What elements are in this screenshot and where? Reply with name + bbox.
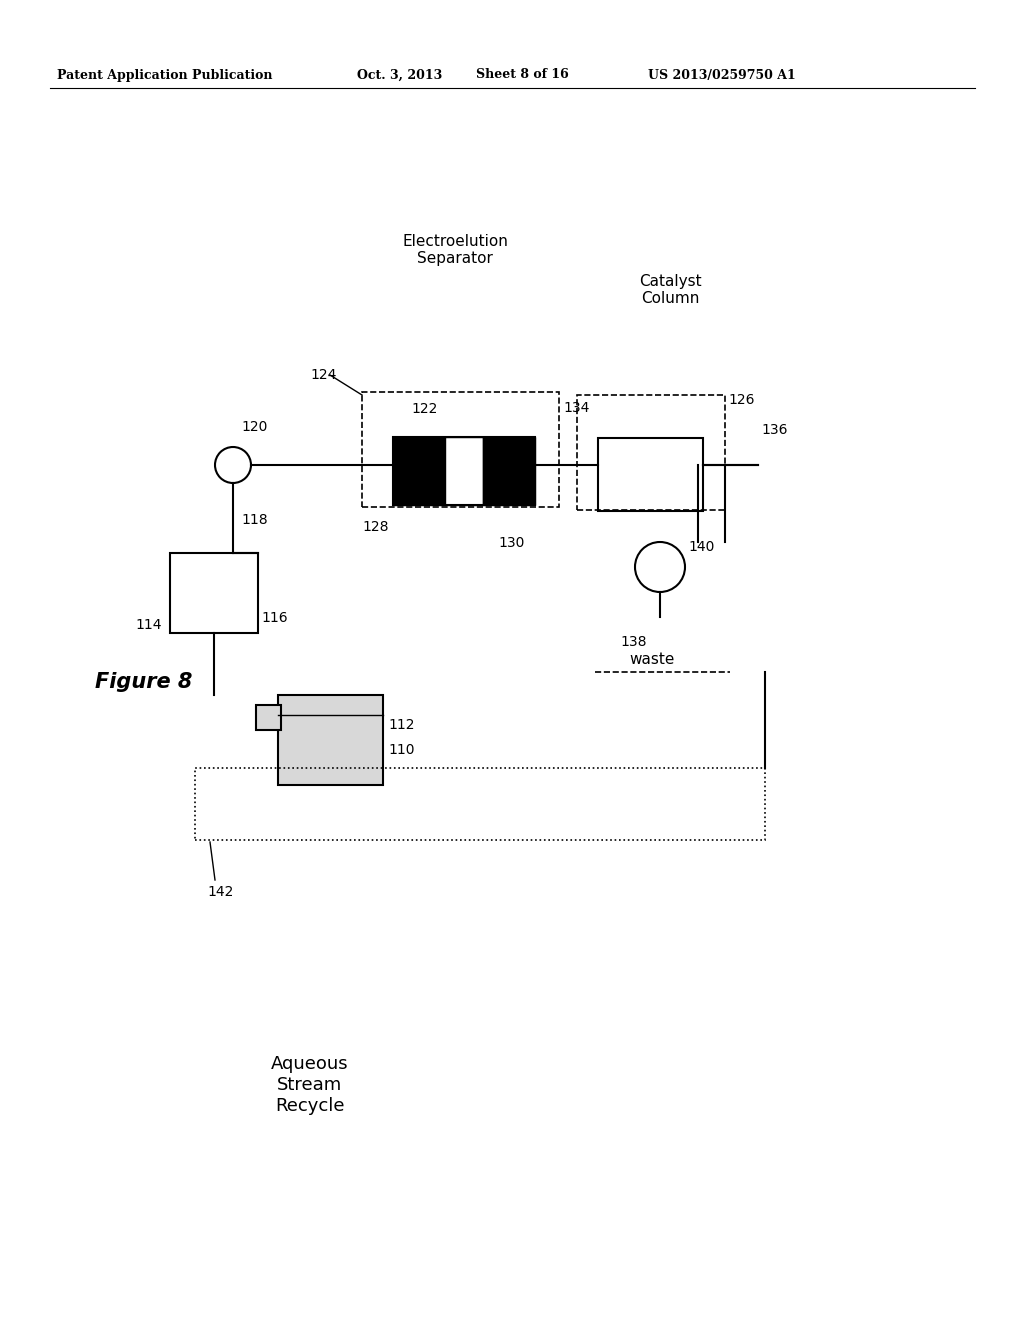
Bar (170, 553, 258, 634)
Bar (393, 437, 445, 506)
Text: Patent Application Publication: Patent Application Publication (57, 69, 272, 82)
Text: 132: 132 (498, 438, 524, 451)
Text: Catalyst
Column: Catalyst Column (639, 273, 701, 306)
Bar (278, 696, 383, 785)
Text: US 2013/0259750 A1: US 2013/0259750 A1 (648, 69, 796, 82)
Bar (362, 392, 559, 507)
Bar (577, 395, 725, 510)
Text: 112: 112 (388, 718, 415, 733)
Text: Figure 8: Figure 8 (95, 672, 193, 692)
Text: 138: 138 (620, 635, 646, 649)
Text: 116: 116 (261, 611, 288, 624)
Text: 126: 126 (728, 393, 755, 407)
Text: 128: 128 (362, 520, 389, 535)
Text: 140: 140 (688, 540, 715, 554)
Text: Sheet 8 of 16: Sheet 8 of 16 (476, 69, 568, 82)
Text: 134: 134 (563, 401, 590, 414)
Bar (256, 705, 281, 730)
Text: Aqueous
Stream
Recycle: Aqueous Stream Recycle (271, 1055, 349, 1115)
Text: 136: 136 (761, 422, 787, 437)
Text: 142: 142 (207, 884, 233, 899)
Text: 124: 124 (310, 368, 336, 381)
Text: 130: 130 (498, 536, 524, 550)
Text: 120: 120 (241, 420, 267, 434)
Text: 118: 118 (241, 513, 267, 527)
Bar (445, 437, 483, 506)
Text: Electroelution
Separator: Electroelution Separator (402, 234, 508, 267)
Bar (598, 438, 703, 511)
Text: 122: 122 (411, 403, 437, 416)
Text: 114: 114 (135, 618, 162, 632)
Text: waste: waste (630, 652, 675, 668)
Bar (483, 437, 535, 506)
Text: Oct. 3, 2013: Oct. 3, 2013 (357, 69, 442, 82)
Bar (195, 768, 765, 840)
Text: 110: 110 (388, 743, 415, 756)
Bar (393, 437, 535, 506)
